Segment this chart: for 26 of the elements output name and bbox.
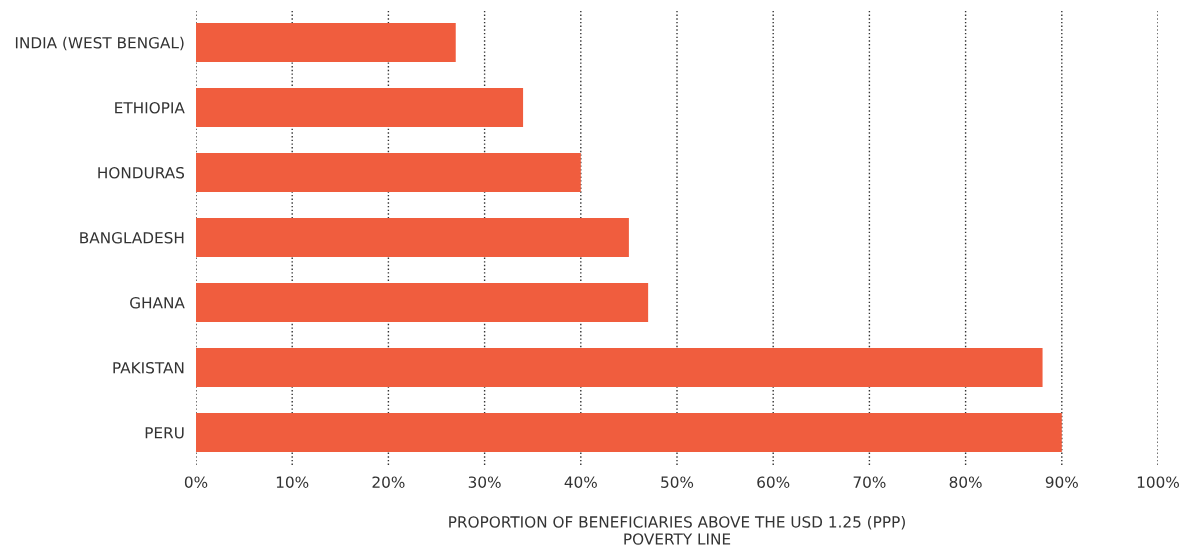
x-tick-label: 0% — [184, 476, 208, 488]
y-tick-label: INDIA (WEST BENGAL) — [15, 36, 184, 51]
x-tick-label: 40% — [564, 476, 597, 488]
y-tick-label: BANGLADESH — [80, 231, 184, 244]
x-tick-label: 100% — [1137, 476, 1179, 488]
x-tick-label: 20% — [372, 476, 405, 488]
bar — [196, 283, 649, 322]
bar — [196, 413, 1062, 452]
bar — [196, 88, 524, 127]
x-tick-label: 10% — [276, 476, 309, 488]
bar — [196, 153, 581, 192]
x-tick-label: 90% — [1045, 476, 1078, 488]
x-tick-label: 30% — [468, 476, 501, 488]
x-tick-label: 80% — [949, 476, 982, 488]
y-tick-label: GHANA — [130, 296, 185, 309]
bar — [196, 23, 456, 62]
y-tick-label: HONDURAS — [98, 166, 185, 179]
bar — [196, 348, 1043, 387]
x-tick-label: 60% — [757, 476, 790, 488]
x-axis-title: PROPORTION OF BENEFICIARIES ABOVE THE USD 1.25 (PPP) POVERTY LINE — [449, 515, 905, 545]
y-tick-label: ETHIOPIA — [115, 101, 185, 114]
x-tick-label: 50% — [661, 476, 694, 488]
y-tick-label: PERU — [145, 427, 184, 439]
y-tick-label: PAKISTAN — [113, 361, 184, 374]
bar — [196, 218, 629, 257]
x-tick-label: 70% — [853, 476, 886, 488]
